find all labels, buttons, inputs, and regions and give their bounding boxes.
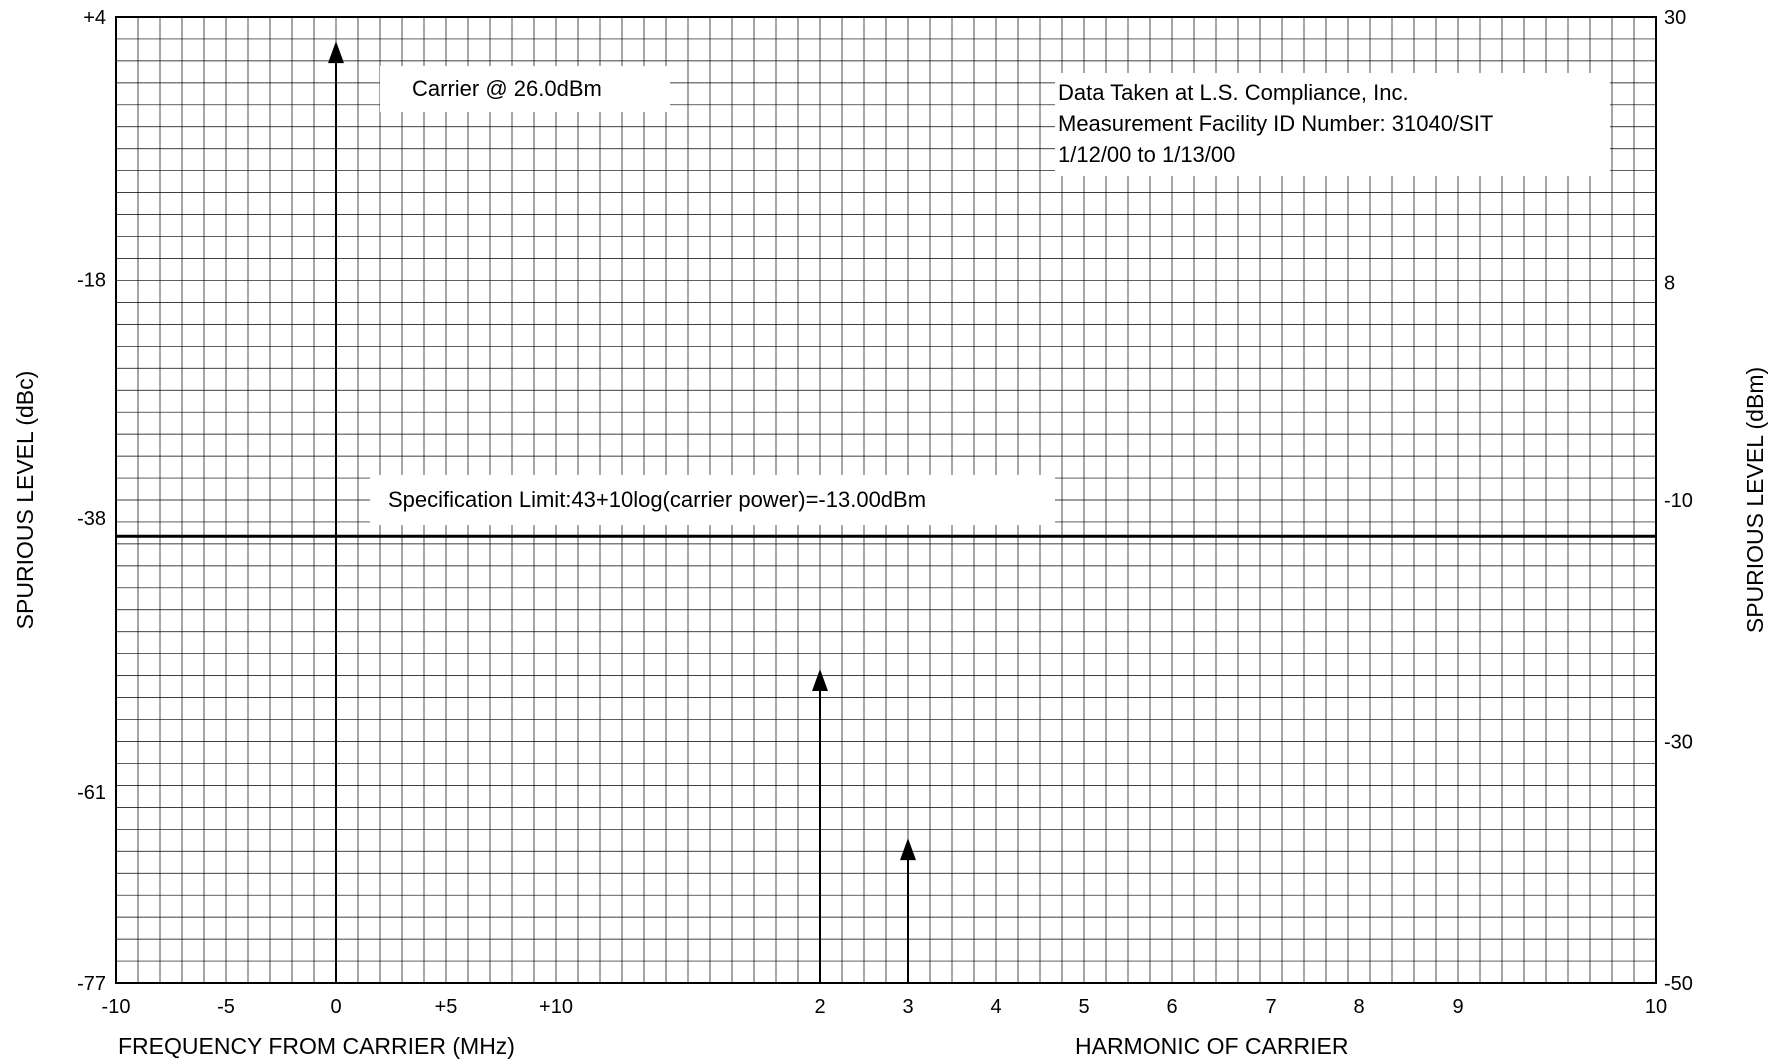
carrier-label: Carrier @ 26.0dBm [412, 76, 602, 101]
left-axis-ticks: +4 -18 -38 -61 -77 [77, 7, 106, 995]
harmonic-axis-ticks: 2 3 4 5 6 7 8 9 10 [814, 996, 1667, 1018]
frequency-tick-label: +10 [539, 996, 573, 1018]
frequency-tick-label: 0 [330, 996, 341, 1018]
right-axis-ticks: 30 8 -10 -30 -50 [1664, 7, 1693, 995]
left-tick-label: +4 [83, 7, 106, 29]
harmonic-axis-title: HARMONIC OF CARRIER [1075, 1033, 1348, 1059]
harmonic-tick-label: 9 [1452, 996, 1463, 1018]
spec-limit-label: Specification Limit:43+10log(carrier pow… [388, 487, 926, 512]
emission-arrow-head-2 [900, 838, 916, 861]
harmonic-tick-label: 5 [1078, 996, 1089, 1018]
facility-line-2: Measurement Facility ID Number: 31040/SI… [1058, 111, 1493, 136]
frequency-axis-ticks: -10 -5 0 +5 +10 [102, 996, 573, 1018]
spec-limit-label-box [370, 475, 1055, 525]
harmonic-tick-label: 3 [902, 996, 913, 1018]
frequency-tick-label: +5 [435, 996, 458, 1018]
emission-arrow-head-0 [328, 41, 344, 64]
left-tick-label: -61 [77, 782, 106, 804]
harmonic-tick-label: 6 [1166, 996, 1177, 1018]
left-tick-label: -38 [77, 508, 106, 530]
left-tick-label: -18 [77, 269, 106, 291]
emission-arrow-head-1 [812, 669, 828, 692]
facility-line-1: Data Taken at L.S. Compliance, Inc. [1058, 80, 1409, 105]
facility-label-box [1055, 73, 1610, 176]
right-axis-title: SPURIOUS LEVEL (dBm) [1742, 367, 1768, 633]
right-tick-label: 30 [1664, 7, 1686, 29]
left-tick-label: -77 [77, 973, 106, 995]
frequency-axis-title: FREQUENCY FROM CARRIER (MHz) [118, 1033, 515, 1059]
right-tick-label: 8 [1664, 273, 1675, 295]
frequency-tick-label: -5 [217, 996, 235, 1018]
harmonic-tick-label: 10 [1645, 996, 1667, 1018]
harmonic-tick-label: 8 [1353, 996, 1364, 1018]
harmonic-tick-label: 2 [814, 996, 825, 1018]
harmonic-tick-label: 7 [1265, 996, 1276, 1018]
right-tick-label: -50 [1664, 973, 1693, 995]
harmonic-tick-label: 4 [990, 996, 1001, 1018]
left-axis-title: SPURIOUS LEVEL (dBc) [12, 371, 38, 630]
right-tick-label: -10 [1664, 490, 1693, 512]
facility-line-3: 1/12/00 to 1/13/00 [1058, 142, 1235, 167]
frequency-tick-label: -10 [102, 996, 131, 1018]
emission-arrows [328, 41, 916, 983]
carrier-label-box [380, 66, 670, 112]
plot-frame [115, 16, 1657, 984]
right-tick-label: -30 [1664, 732, 1693, 754]
